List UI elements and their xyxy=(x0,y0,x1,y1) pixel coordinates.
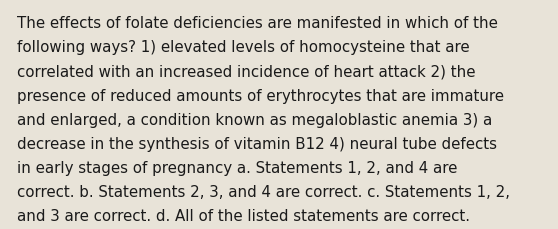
Text: correlated with an increased incidence of heart attack 2) the: correlated with an increased incidence o… xyxy=(17,64,475,79)
Text: and 3 are correct. d. All of the listed statements are correct.: and 3 are correct. d. All of the listed … xyxy=(17,208,470,223)
Text: decrease in the synthesis of vitamin B12 4) neural tube defects: decrease in the synthesis of vitamin B12… xyxy=(17,136,497,151)
Text: The effects of folate deficiencies are manifested in which of the: The effects of folate deficiencies are m… xyxy=(17,16,498,31)
Text: correct. b. Statements 2, 3, and 4 are correct. c. Statements 1, 2,: correct. b. Statements 2, 3, and 4 are c… xyxy=(17,184,510,199)
Text: and enlarged, a condition known as megaloblastic anemia 3) a: and enlarged, a condition known as megal… xyxy=(17,112,492,127)
Text: presence of reduced amounts of erythrocytes that are immature: presence of reduced amounts of erythrocy… xyxy=(17,88,504,103)
Text: in early stages of pregnancy a. Statements 1, 2, and 4 are: in early stages of pregnancy a. Statemen… xyxy=(17,160,457,175)
Text: following ways? 1) elevated levels of homocysteine that are: following ways? 1) elevated levels of ho… xyxy=(17,40,469,55)
